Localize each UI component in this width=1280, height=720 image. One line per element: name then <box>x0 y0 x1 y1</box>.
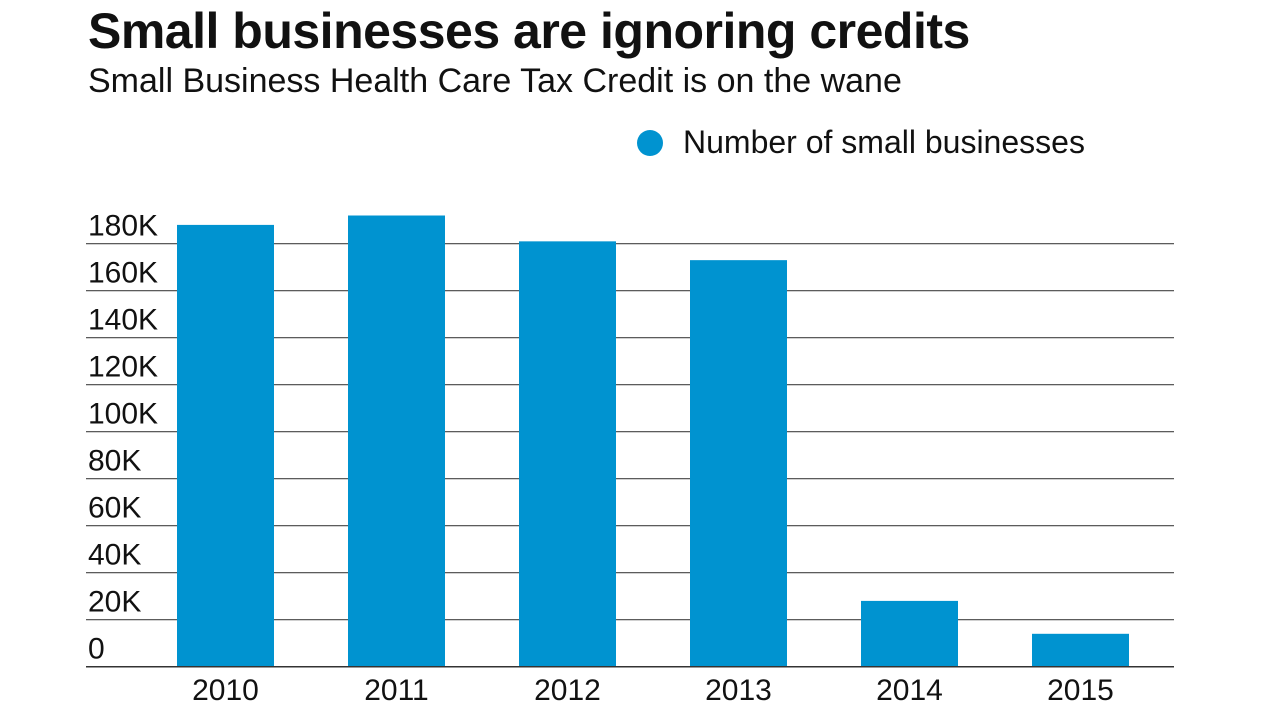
legend: Number of small businesses <box>637 124 1085 161</box>
bar-2015 <box>1032 633 1129 667</box>
legend-label: Number of small businesses <box>683 124 1085 160</box>
x-tick-label: 2011 <box>364 674 429 707</box>
x-tick-label: 2013 <box>705 674 772 707</box>
y-tick-label: 40K <box>88 539 141 572</box>
y-tick-label: 140K <box>88 304 158 337</box>
y-tick-label: 80K <box>88 445 141 478</box>
bar-2014 <box>861 600 958 667</box>
x-tick-label: 2014 <box>876 674 943 707</box>
legend-dot-icon <box>637 129 663 156</box>
bar-2012 <box>519 241 616 667</box>
y-tick-label: 0 <box>88 633 105 666</box>
bar-2010 <box>177 224 274 667</box>
y-tick-label: 180K <box>88 210 158 243</box>
x-tick-label: 2012 <box>534 674 601 707</box>
y-tick-label: 160K <box>88 257 158 290</box>
y-tick-label: 60K <box>88 492 141 525</box>
y-tick-label: 100K <box>88 398 158 431</box>
x-tick-label: 2010 <box>192 674 259 707</box>
y-tick-label: 120K <box>88 351 158 384</box>
bar-2013 <box>690 260 787 667</box>
x-tick-label: 2015 <box>1047 674 1114 707</box>
y-tick-label: 20K <box>88 586 141 619</box>
chart-title: Small businesses are ignoring credits <box>88 3 970 59</box>
bar-2011 <box>348 215 445 667</box>
chart-subtitle: Small Business Health Care Tax Credit is… <box>88 62 902 100</box>
